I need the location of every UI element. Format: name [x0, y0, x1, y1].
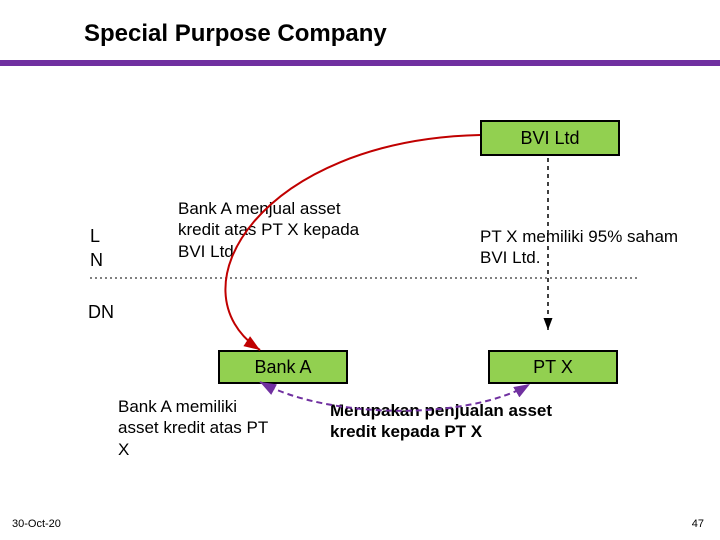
label-DN: DN — [88, 302, 114, 323]
box-banka: Bank A — [218, 350, 348, 384]
box-bvi: BVI Ltd — [480, 120, 620, 156]
box-ptx: PT X — [488, 350, 618, 384]
text-own95: PT X memiliki 95% saham BVI Ltd. — [480, 226, 680, 269]
text-sell-asset: Bank A menjual asset kredit atas PT X ke… — [178, 198, 378, 262]
footer-page: 47 — [692, 518, 704, 530]
text-bank-has-asset: Bank A memiliki asset kredit atas PT X — [118, 396, 278, 460]
box-ptx-label: PT X — [533, 357, 573, 378]
page-title: Special Purpose Company — [84, 20, 387, 48]
label-L: L — [90, 226, 100, 247]
box-banka-label: Bank A — [254, 357, 311, 378]
footer-date: 30-Oct-20 — [12, 518, 61, 530]
box-bvi-label: BVI Ltd — [520, 128, 579, 149]
label-N: N — [90, 250, 103, 271]
arrows-overlay — [0, 0, 720, 540]
slide: Special Purpose Company BVI Ltd Bank A P… — [0, 0, 720, 540]
text-merupakan: Merupakan penjualan asset kredit kepada … — [330, 400, 590, 443]
title-rule — [0, 60, 720, 66]
